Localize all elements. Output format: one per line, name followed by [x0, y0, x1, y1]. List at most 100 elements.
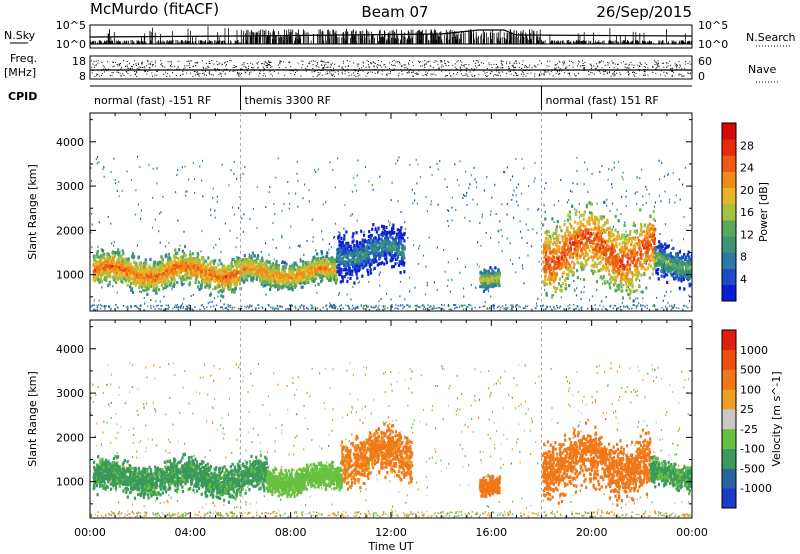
speckle: [637, 297, 639, 300]
data-cell: [94, 265, 97, 269]
speckle: [334, 222, 337, 225]
speckle: [190, 295, 192, 297]
data-cell: [153, 282, 157, 286]
speckle: [446, 284, 449, 287]
freq-mark: [539, 74, 541, 76]
data-cell: [111, 251, 114, 255]
data-cell: [330, 256, 333, 260]
speckle: [499, 220, 501, 223]
freq-mark: [137, 62, 139, 64]
freq-mark: [647, 67, 649, 69]
speckle: [625, 190, 627, 193]
freq-mark: [171, 63, 173, 65]
data-cell: [165, 277, 168, 282]
freq-mark: [452, 64, 454, 66]
data-cell: [316, 267, 319, 272]
data-cell: [138, 263, 141, 267]
freq-mark: [565, 67, 567, 69]
freq-mark: [219, 62, 221, 64]
speckle: [639, 177, 641, 179]
data-cell: [118, 270, 121, 275]
data-cell: [273, 264, 276, 268]
freq-mark: [207, 65, 209, 67]
data-cell: [335, 278, 338, 282]
freq-mark: [515, 72, 517, 74]
freq-mark: [539, 60, 541, 62]
freq-mark: [528, 66, 530, 68]
data-cell: [197, 280, 200, 284]
speckle: [498, 230, 500, 233]
freq-mark: [614, 74, 616, 76]
freq-mark: [208, 66, 210, 68]
speckle: [622, 178, 624, 181]
freq-mark: [544, 70, 546, 72]
data-cell: [120, 279, 123, 283]
data-cell: [166, 267, 169, 271]
data-cell: [153, 270, 156, 274]
data-cell: [146, 283, 149, 287]
freq-mark: [129, 68, 131, 70]
freq-mark: [408, 70, 410, 72]
data-cell: [173, 255, 176, 259]
speckle: [451, 206, 453, 209]
speckle: [350, 298, 352, 301]
data-cell: [183, 268, 186, 272]
freq-mark: [338, 65, 340, 67]
freq-mark: [440, 61, 442, 63]
speckle: [96, 162, 98, 165]
freq-mark: [416, 73, 418, 75]
freq-mark: [238, 72, 240, 74]
freq-mark: [347, 66, 349, 67]
freq-mark: [514, 72, 516, 74]
speckle: [437, 203, 439, 206]
freq-mark: [474, 75, 476, 76]
freq-mark: [441, 64, 443, 66]
freq-mark: [188, 64, 190, 66]
speckle: [295, 192, 297, 195]
freq-mark: [243, 63, 245, 65]
freq-mark: [108, 68, 110, 70]
freq-mark: [427, 72, 428, 74]
data-cell: [278, 284, 281, 288]
freq-mark: [289, 70, 291, 72]
freq-mark: [355, 75, 357, 77]
speckle: [414, 199, 416, 202]
data-cell: [109, 256, 112, 261]
speckle: [436, 163, 438, 165]
freq-mark: [321, 64, 323, 66]
speckle: [356, 174, 358, 177]
nsearch-tick-bottom: 10^0: [698, 38, 728, 51]
freq-mark: [479, 64, 481, 66]
speckle: [688, 294, 690, 297]
data-cell: [152, 288, 155, 292]
speckle: [564, 219, 566, 222]
freq-mark: [679, 65, 681, 67]
freq-mark: [441, 61, 443, 63]
freq-mark: [562, 61, 564, 63]
freq-mark: [306, 65, 308, 67]
freq-mark: [497, 75, 499, 77]
data-cell: [293, 264, 296, 268]
freq-mark: [602, 61, 604, 63]
speckle: [389, 223, 391, 226]
data-cell: [231, 258, 234, 262]
freq-mark: [591, 72, 593, 74]
data-cell: [174, 252, 177, 256]
data-cell: [217, 284, 220, 288]
freq-mark: [262, 66, 264, 68]
speckle: [576, 156, 578, 159]
freq-mark: [613, 62, 614, 64]
freq-mark: [186, 65, 188, 67]
data-cell: [112, 264, 115, 268]
data-cell: [284, 284, 287, 288]
data-cell: [206, 263, 209, 267]
data-cell: [225, 283, 228, 287]
speckle: [332, 168, 334, 171]
speckle: [659, 233, 661, 236]
freq-mark: [119, 64, 121, 66]
speckle: [583, 291, 585, 294]
nsky-label: N.Sky: [4, 29, 36, 42]
data-cell: [142, 276, 146, 280]
freq-mark: [496, 70, 497, 72]
freq-mark: [425, 74, 427, 75]
